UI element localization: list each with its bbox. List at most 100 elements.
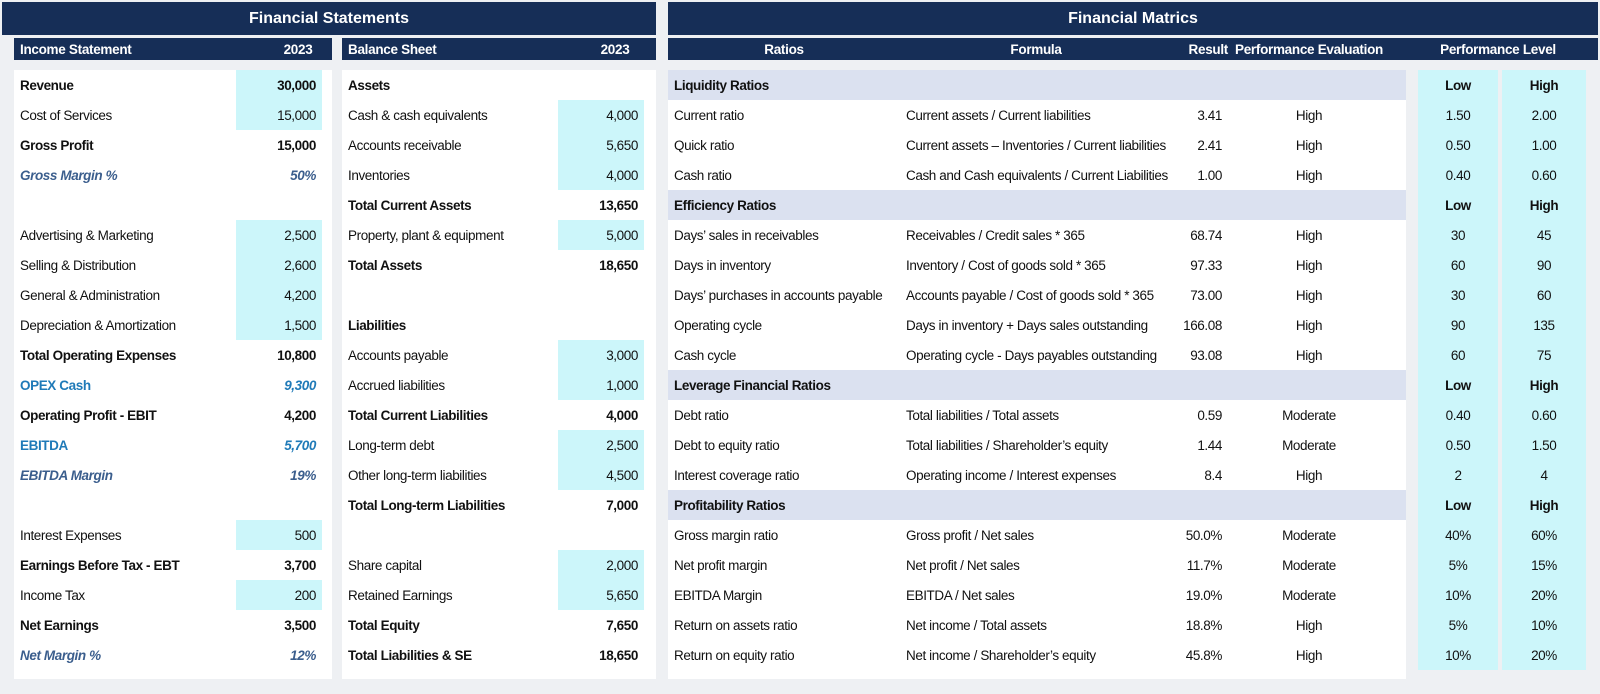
level-high-value[interactable]: 10%	[1502, 610, 1586, 640]
level-high-value[interactable]: 15%	[1502, 550, 1586, 580]
income-value[interactable]: 200	[236, 580, 322, 610]
ratio-name: Net profit margin	[674, 557, 767, 573]
balance-value: 7,650	[606, 617, 638, 633]
ratio-formula: EBITDA / Net sales	[906, 587, 1015, 603]
level-high-value[interactable]: 0.60	[1502, 400, 1586, 430]
ratio-row: EBITDA Margin EBITDA / Net sales 19.0% Mode…	[668, 580, 1598, 610]
balance-value[interactable]: 4,000	[558, 100, 644, 130]
balance-label: Total Liabilities & SE	[348, 647, 472, 663]
ratio-name: EBITDA Margin	[674, 587, 762, 603]
level-high-value[interactable]: 1.50	[1502, 430, 1586, 460]
level-low-value[interactable]: 5%	[1418, 610, 1498, 640]
balance-value[interactable]: 4,000	[558, 160, 644, 190]
ratio-formula: Current assets / Current liabilities	[906, 107, 1091, 123]
level-low-value[interactable]: 0.50	[1418, 430, 1498, 460]
ratio-section-band	[668, 490, 1406, 520]
income-row: Total Operating Expenses 10,800	[14, 340, 322, 370]
ratio-formula: Days in inventory + Days sales outstandi…	[906, 317, 1148, 333]
ratio-name: Cash cycle	[674, 347, 737, 363]
level-high-value[interactable]: 90	[1502, 250, 1586, 280]
income-row: Depreciation & Amortization 1,500	[14, 310, 322, 340]
ratio-result: 97.33	[1190, 257, 1222, 273]
level-low-value[interactable]: 0.50	[1418, 130, 1498, 160]
balance-row: Total Equity 7,650	[342, 610, 644, 640]
income-value[interactable]: 500	[236, 520, 322, 550]
level-low-value[interactable]: 60	[1418, 250, 1498, 280]
ratio-formula: Net income / Total assets	[906, 617, 1047, 633]
ratio-name: Return on assets ratio	[674, 617, 798, 633]
income-row	[14, 490, 322, 520]
income-value: 10,800	[277, 347, 316, 363]
income-label: Total Operating Expenses	[20, 347, 176, 363]
ratio-name: Gross margin ratio	[674, 527, 778, 543]
balance-value[interactable]: 3,000	[558, 340, 644, 370]
ratio-row: Interest coverage ratio Operating income …	[668, 460, 1598, 490]
level-high-value[interactable]: 135	[1502, 310, 1586, 340]
income-value[interactable]: 2,600	[236, 250, 322, 280]
ratio-formula: Net income / Shareholder’s equity	[906, 647, 1096, 663]
level-low-value[interactable]: 0.40	[1418, 400, 1498, 430]
ratio-row: Debt to equity ratio Total liabilities / …	[668, 430, 1598, 460]
ratio-result: 93.08	[1190, 347, 1222, 363]
ratio-formula: Current assets – Inventories / Current l…	[906, 137, 1166, 153]
level-high-value[interactable]: 4	[1502, 460, 1586, 490]
income-value[interactable]: 15,000	[236, 100, 322, 130]
level-low-value[interactable]: 60	[1418, 340, 1498, 370]
income-value[interactable]: 4,200	[236, 280, 322, 310]
level-low-value[interactable]: 2	[1418, 460, 1498, 490]
ratio-name: Quick ratio	[674, 137, 735, 153]
level-low-value[interactable]: 40%	[1418, 520, 1498, 550]
level-high-value[interactable]: 60%	[1502, 520, 1586, 550]
balance-value[interactable]: 5,650	[558, 580, 644, 610]
balance-sheet-header: Balance Sheet 2023	[342, 38, 656, 60]
level-low-value[interactable]: 30	[1418, 220, 1498, 250]
ratio-result: 11.7%	[1186, 557, 1223, 573]
balance-row: Assets	[342, 70, 644, 100]
level-low-value[interactable]: 90	[1418, 310, 1498, 340]
ratio-name: Cash ratio	[674, 167, 732, 183]
ratio-result: 45.8%	[1185, 647, 1223, 663]
balance-label: Total Equity	[348, 617, 420, 633]
level-high-value[interactable]: 20%	[1502, 580, 1586, 610]
level-high-value[interactable]: 45	[1502, 220, 1586, 250]
ratio-row: Operating cycle Days in inventory + Days …	[668, 310, 1598, 340]
ratios-header-formula: Formula	[1010, 41, 1062, 57]
level-low-value[interactable]: 0.40	[1418, 160, 1498, 190]
level-high-value[interactable]: 2.00	[1502, 100, 1586, 130]
level-low-value[interactable]: 5%	[1418, 550, 1498, 580]
level-low-value[interactable]: 10%	[1418, 580, 1498, 610]
balance-value[interactable]: 2,000	[558, 550, 644, 580]
income-statement-panel	[14, 70, 332, 679]
ratio-name: Interest coverage ratio	[674, 467, 800, 483]
ratio-formula: Receivables / Credit sales * 365	[906, 227, 1085, 243]
income-statement-header-label: Income Statement	[20, 41, 132, 57]
balance-value[interactable]: 4,500	[558, 460, 644, 490]
income-value[interactable]: 2,500	[236, 220, 322, 250]
level-low-value[interactable]: 1.50	[1418, 100, 1498, 130]
level-low-value[interactable]: 10%	[1418, 640, 1498, 670]
balance-row: Total Current Liabilities 4,000	[342, 400, 644, 430]
level-high-value[interactable]: 0.60	[1502, 160, 1586, 190]
balance-value[interactable]: 2,500	[558, 430, 644, 460]
balance-value: 4,000	[606, 407, 638, 423]
income-value: 5,700	[284, 437, 316, 453]
level-low-value[interactable]: 30	[1418, 280, 1498, 310]
income-row: EBITDA Margin 19%	[14, 460, 322, 490]
income-row: Operating Profit - EBIT 4,200	[14, 400, 322, 430]
level-high-value[interactable]: 1.00	[1502, 130, 1586, 160]
balance-value[interactable]: 5,000	[558, 220, 644, 250]
income-label: Interest Expenses	[20, 527, 122, 543]
income-label: Gross Profit	[20, 137, 94, 153]
balance-label: Retained Earnings	[348, 587, 453, 603]
balance-value[interactable]: 1,000	[558, 370, 644, 400]
income-value[interactable]: 1,500	[236, 310, 322, 340]
income-value[interactable]: 30,000	[236, 70, 322, 100]
level-high-value[interactable]: 60	[1502, 280, 1586, 310]
balance-value[interactable]: 5,650	[558, 130, 644, 160]
balance-row: Total Current Assets 13,650	[342, 190, 644, 220]
balance-label: Cash & cash equivalents	[348, 107, 488, 123]
ratio-result: 18.8%	[1185, 617, 1223, 633]
level-high-value[interactable]: 20%	[1502, 640, 1586, 670]
level-high-value[interactable]: 75	[1502, 340, 1586, 370]
financial-statements-title: Financial Statements	[2, 2, 656, 35]
